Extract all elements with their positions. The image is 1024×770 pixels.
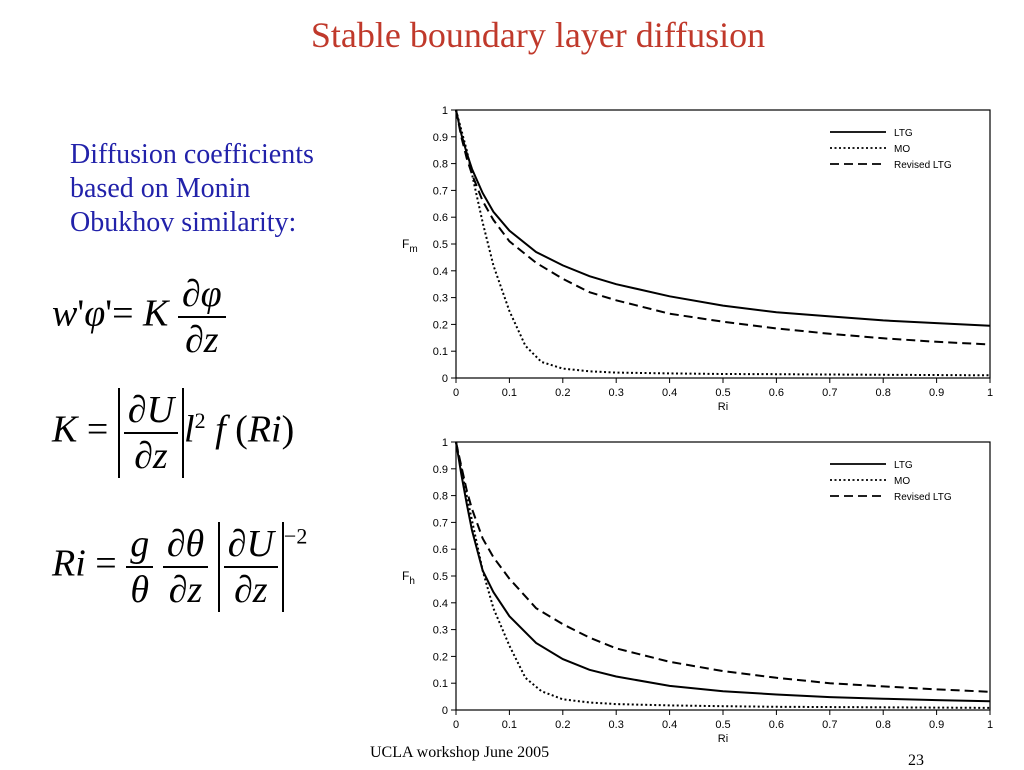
equation-flux: w'φ'= K ∂φ ∂z [52, 272, 226, 362]
x-tick-label: 0.2 [555, 719, 570, 731]
x-tick-label: 0.1 [502, 719, 517, 731]
y-tick-label: 0.2 [433, 651, 448, 663]
legend-label: MO [894, 144, 910, 155]
subtitle-line: Diffusion coefficients [70, 139, 314, 170]
x-tick-label: 0 [453, 719, 459, 731]
y-tick-label: 0.4 [433, 266, 448, 278]
legend-label: Revised LTG [894, 492, 952, 503]
y-tick-label: 0.3 [433, 625, 448, 637]
y-tick-label: 1 [442, 437, 448, 449]
footer-text: UCLA workshop June 2005 [370, 744, 550, 761]
y-tick-label: 0.9 [433, 464, 448, 476]
y-tick-label: 0.8 [433, 491, 448, 503]
x-tick-label: 0 [453, 387, 459, 399]
series-line-mo [455, 441, 991, 709]
y-tick-label: 0.7 [433, 185, 448, 197]
y-tick-label: 0.7 [433, 517, 448, 529]
series-line-ltg [455, 109, 991, 327]
subtitle-line: Obukhov similarity: [70, 207, 297, 238]
legend-label: LTG [894, 128, 913, 139]
y-tick-label: 1 [442, 105, 448, 117]
y-tick-label: 0.3 [433, 293, 448, 305]
x-tick-label: 0.5 [715, 387, 730, 399]
legend-label: LTG [894, 460, 913, 471]
y-tick-label: 0.6 [433, 212, 448, 224]
y-tick-label: 0.1 [433, 346, 448, 358]
chart-fm: 0 0.1 0.2 0.3 0.4 0.5 0.6 0.7 0.8 0.9 1 0 0.1 0.2 0.3 0… [402, 105, 993, 413]
equation-k: K = ∂U ∂z l2 f (Ri) [52, 388, 295, 478]
x-tick-label: 0.1 [502, 387, 517, 399]
x-tick-label: 0.4 [662, 719, 677, 731]
x-tick-label: 0.6 [769, 387, 784, 399]
page-number: 23 [908, 752, 924, 769]
x-axis-label: Ri [718, 733, 728, 745]
x-tick-label: 0.4 [662, 387, 677, 399]
y-tick-label: 0.6 [433, 544, 448, 556]
y-tick-label: 0.8 [433, 159, 448, 171]
x-tick-label: 1 [987, 387, 993, 399]
series-line-mo [455, 109, 991, 377]
x-tick-label: 0.2 [555, 387, 570, 399]
y-tick-label: 0.1 [433, 678, 448, 690]
x-tick-label: 0.3 [609, 719, 624, 731]
x-tick-label: 0.6 [769, 719, 784, 731]
x-tick-label: 0.8 [876, 387, 891, 399]
legend-label: Revised LTG [894, 160, 952, 171]
x-tick-label: 0.8 [876, 719, 891, 731]
x-tick-label: 0.9 [929, 387, 944, 399]
page-title: Stable boundary layer diffusion [310, 15, 766, 55]
legend-label: MO [894, 476, 910, 487]
series-line-ltg [455, 441, 991, 703]
x-tick-label: 1 [987, 719, 993, 731]
y-axis-label: Fm [402, 237, 418, 255]
y-tick-label: 0.4 [433, 598, 448, 610]
y-tick-label: 0 [442, 705, 448, 717]
x-tick-label: 0.9 [929, 719, 944, 731]
series-line-revised-ltg [455, 109, 991, 346]
subtitle: Diffusion coefficients based on Monin Ob… [70, 138, 390, 240]
y-tick-label: 0.5 [433, 571, 448, 583]
x-tick-label: 0.7 [822, 719, 837, 731]
y-tick-label: 0.2 [433, 319, 448, 331]
x-tick-label: 0.5 [715, 719, 730, 731]
y-tick-label: 0.9 [433, 132, 448, 144]
x-tick-label: 0.3 [609, 387, 624, 399]
y-tick-label: 0 [442, 373, 448, 385]
subtitle-line: based on Monin [70, 173, 251, 204]
x-axis-label: Ri [718, 401, 728, 413]
chart-fh: 0 0.1 0.2 0.3 0.4 0.5 0.6 0.7 0.8 0.9 1 0 0.1 0.2 0.3 0… [402, 437, 993, 745]
x-tick-label: 0.7 [822, 387, 837, 399]
y-tick-label: 0.5 [433, 239, 448, 251]
y-axis-label: Fh [402, 569, 415, 587]
